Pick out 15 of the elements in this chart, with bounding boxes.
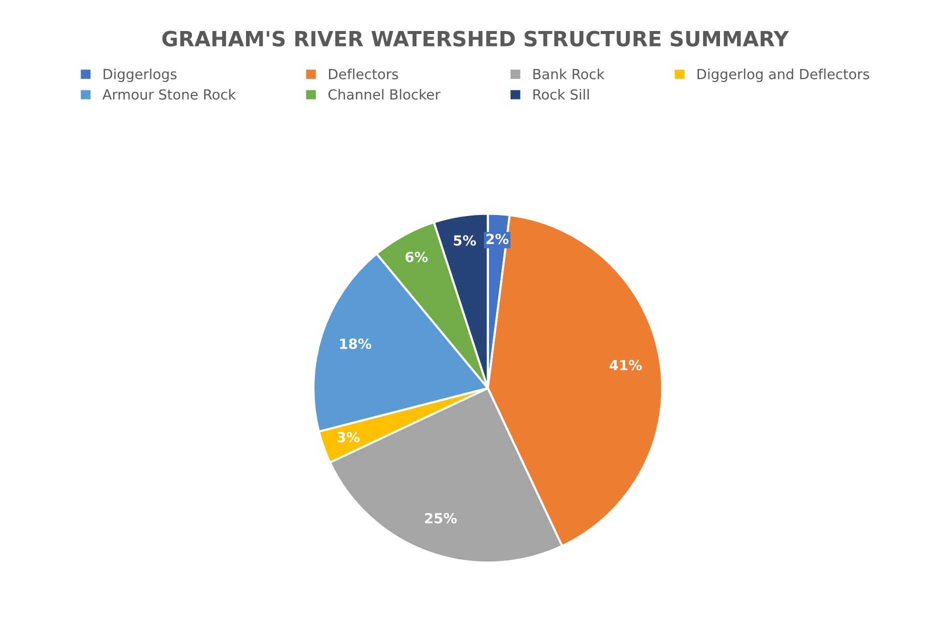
data-label: 18%	[340, 338, 372, 350]
legend-label: Channel Blocker	[328, 88, 440, 100]
data-label: 6%	[405, 252, 428, 262]
data-label: 3%	[337, 432, 360, 442]
legend-label: Bank Rock	[533, 68, 605, 80]
data-label: 2%	[486, 234, 508, 244]
legend-label: Armour Stone Rock	[102, 88, 236, 100]
chart-title: GRAHAM'S RIVER WATERSHED STRUCTURE SUMMARY	[162, 30, 789, 47]
data-label: 41%	[610, 360, 642, 370]
data-label: 5%	[454, 235, 476, 246]
legend-label: Diggerlog and Deflectors	[698, 68, 870, 82]
data-label: 25%	[425, 512, 457, 524]
legend-label: Rock Sill	[533, 88, 589, 100]
legend-label: Diggerlogs	[104, 68, 177, 82]
legend-label: Deflectors	[329, 68, 398, 80]
